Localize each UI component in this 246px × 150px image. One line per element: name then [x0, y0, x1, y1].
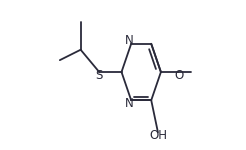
Text: OH: OH: [150, 129, 168, 142]
Text: S: S: [95, 69, 102, 81]
Text: N: N: [124, 34, 133, 47]
Text: O: O: [174, 69, 183, 81]
Text: N: N: [124, 97, 133, 110]
